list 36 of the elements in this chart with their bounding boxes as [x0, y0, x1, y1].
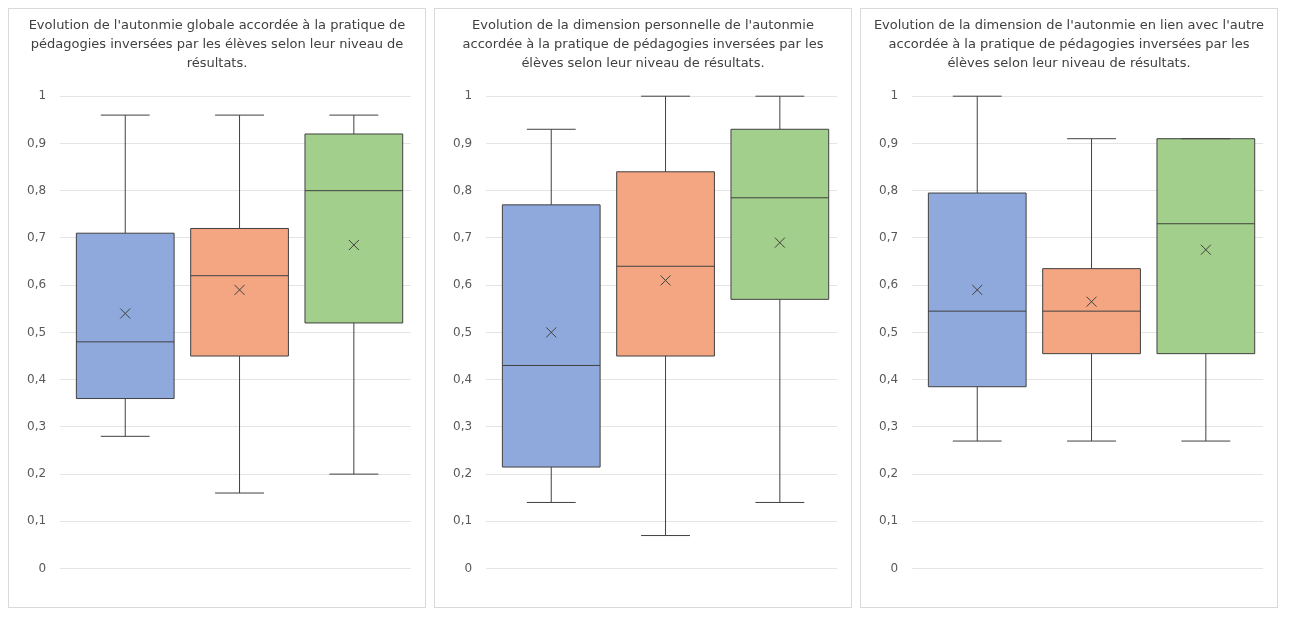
y-tick-label: 0,7: [26, 230, 47, 245]
y-tick-label: 0,9: [878, 135, 899, 150]
chart-title: Evolution de l'autonmie globale accordée à la pratique de pédagogies inversées par les élèves selon leur niveau de résultats.: [27, 16, 407, 72]
y-tick-label: 0: [38, 560, 47, 575]
y-tick-label: 0: [890, 560, 899, 575]
y-tick-label: 0,8: [26, 182, 47, 197]
chart-title: Evolution de la dimension personnelle de l'autonmie accordée à la pratique de pédagogies inversées par les élèves selon leur niveau de résultats.: [461, 16, 825, 72]
y-tick-label: 0,2: [878, 466, 899, 481]
y-tick-label: 0,3: [452, 419, 473, 434]
y-tick-label: 0,3: [878, 419, 899, 434]
y-tick-label: 0,1: [26, 513, 47, 528]
y-tick-label: 0,5: [26, 324, 47, 339]
y-tick-label: 0,6: [878, 277, 899, 292]
y-tick-label: 0,8: [878, 182, 899, 197]
y-tick-label: 0,1: [452, 513, 473, 528]
y-tick-label: 0,7: [452, 230, 473, 245]
y-tick-label: 0,2: [26, 466, 47, 481]
y-tick-label: 0,9: [26, 135, 47, 150]
y-tick-label: 0,9: [452, 135, 473, 150]
y-tick-label: 0,3: [26, 419, 47, 434]
y-tick-label: 0,2: [452, 466, 473, 481]
y-tick-label: 0,5: [878, 324, 899, 339]
y-tick-label: 0,4: [878, 371, 899, 386]
y-tick-label: 0,6: [452, 277, 473, 292]
y-tick-label: 0,1: [878, 513, 899, 528]
y-tick-label: 0,7: [878, 230, 899, 245]
y-tick-label: 0,8: [452, 182, 473, 197]
y-tick-label: 0,5: [452, 324, 473, 339]
y-tick-label: 0,6: [26, 277, 47, 292]
y-tick-label: 0,4: [452, 371, 473, 386]
y-tick-label: 0,4: [26, 371, 47, 386]
y-tick-label: 1: [38, 88, 47, 103]
y-tick-label: 1: [890, 88, 899, 103]
y-tick-label: 0: [464, 560, 473, 575]
y-tick-label: 1: [464, 88, 473, 103]
chart-title: Evolution de la dimension de l'autonmie en lien avec l'autre accordée à la pratique de pédagogies inversées par les élèves selon leur niveau de résultats.: [872, 16, 1266, 72]
